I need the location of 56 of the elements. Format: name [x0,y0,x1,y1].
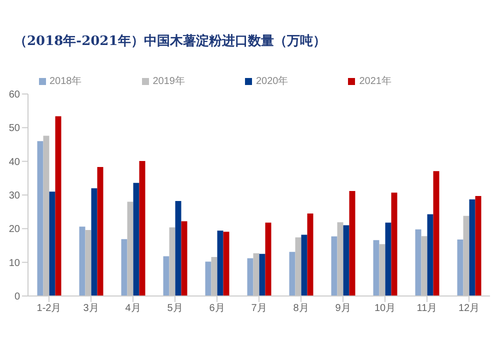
bar [205,262,212,296]
x-tick-label: 11月 [416,303,438,314]
legend-label: 2018年 [50,76,82,87]
x-tick-label: 12月 [458,303,480,314]
bar [343,225,350,296]
bar [175,201,182,296]
bar [37,141,44,296]
bar [163,256,170,296]
x-tick-label: 3月 [83,303,99,314]
bar [427,214,434,296]
x-tick-label: 4月 [125,303,141,314]
bar [55,116,62,296]
bar [133,182,140,296]
bar [433,171,440,296]
legend-label: 2021年 [359,76,392,87]
bar [121,239,128,296]
bar [139,160,146,296]
chart-title: （2018年-2021年）中国木薯淀粉进口数量（万吨） [14,32,326,50]
bar [79,226,86,296]
x-tick-label: 8月 [293,303,309,314]
bar [265,222,272,296]
bar [415,229,422,296]
y-tick-label: 10 [8,258,20,269]
x-tick-label: 5月 [167,303,183,314]
x-tick-label: 7月 [251,303,267,314]
bar [373,240,380,296]
bar [331,236,338,296]
y-tick-label: 30 [8,190,20,202]
bar [475,196,482,296]
x-tick-label: 1-2月 [36,303,62,314]
y-tick-label: 50 [8,123,20,134]
bar [391,192,398,296]
x-tick-label: 6月 [209,303,225,314]
bar [49,192,56,296]
bar [307,214,314,296]
bar [349,190,356,296]
bar [97,167,104,296]
bar [457,239,464,296]
bar [247,258,254,296]
bar [217,230,224,296]
legend-label: 2019年 [152,76,185,87]
y-tick-label: 20 [8,224,20,236]
x-tick-label: 9月 [335,303,351,314]
bar [469,199,476,296]
bar [223,232,230,296]
bar [301,234,308,296]
x-tick-label: 10月 [374,303,396,314]
bar [289,252,296,296]
bar [259,254,266,296]
legend-label: 2020年 [256,76,288,87]
bar [181,221,188,296]
y-tick-label: 60 [8,90,20,101]
y-tick-label: 0 [14,292,20,303]
bar [91,188,98,296]
y-tick-label: 40 [8,156,20,168]
bar [385,222,392,296]
